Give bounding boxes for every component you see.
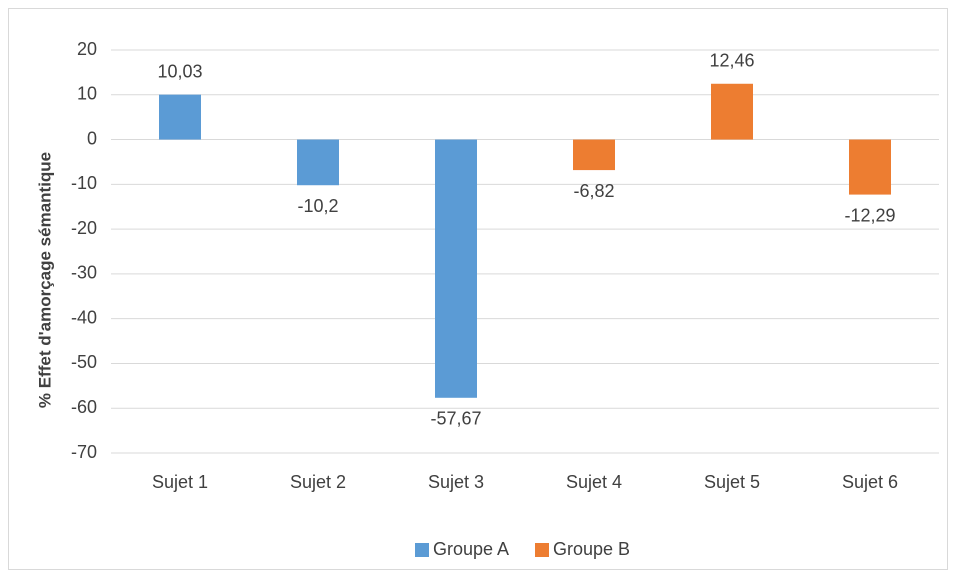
y-tick-label: -40 [71, 307, 97, 327]
y-tick-label: -10 [71, 173, 97, 193]
x-tick-label: Sujet 4 [566, 472, 622, 492]
legend-label: Groupe A [433, 539, 509, 559]
bar [159, 94, 201, 140]
bar [573, 139, 615, 171]
x-tick-label: Sujet 1 [152, 472, 208, 492]
x-tick-label: Sujet 5 [704, 472, 760, 492]
bar [435, 139, 477, 398]
y-tick-label: -20 [71, 218, 97, 238]
data-label: -57,67 [430, 409, 481, 429]
legend-label: Groupe B [553, 539, 630, 559]
legend-swatch [535, 543, 549, 557]
y-tick-label: 0 [87, 128, 97, 148]
y-tick-label: -30 [71, 263, 97, 283]
y-tick-label: -60 [71, 397, 97, 417]
y-tick-label: -70 [71, 442, 97, 462]
data-label: 12,46 [709, 51, 754, 71]
legend-swatch [415, 543, 429, 557]
x-tick-label: Sujet 2 [290, 472, 346, 492]
data-label: 10,03 [157, 61, 202, 81]
x-tick-label: Sujet 6 [842, 472, 898, 492]
y-tick-label: 10 [77, 84, 97, 104]
data-label: -12,29 [844, 205, 895, 225]
y-tick-label: 20 [77, 39, 97, 59]
bar [849, 139, 891, 195]
y-axis-label: % Effet d'amorçage sémantique [35, 152, 54, 408]
data-label: -10,2 [297, 196, 338, 216]
bar [297, 139, 339, 186]
data-label: -6,82 [573, 181, 614, 201]
y-tick-label: -50 [71, 352, 97, 372]
x-tick-label: Sujet 3 [428, 472, 484, 492]
bar [711, 83, 753, 140]
